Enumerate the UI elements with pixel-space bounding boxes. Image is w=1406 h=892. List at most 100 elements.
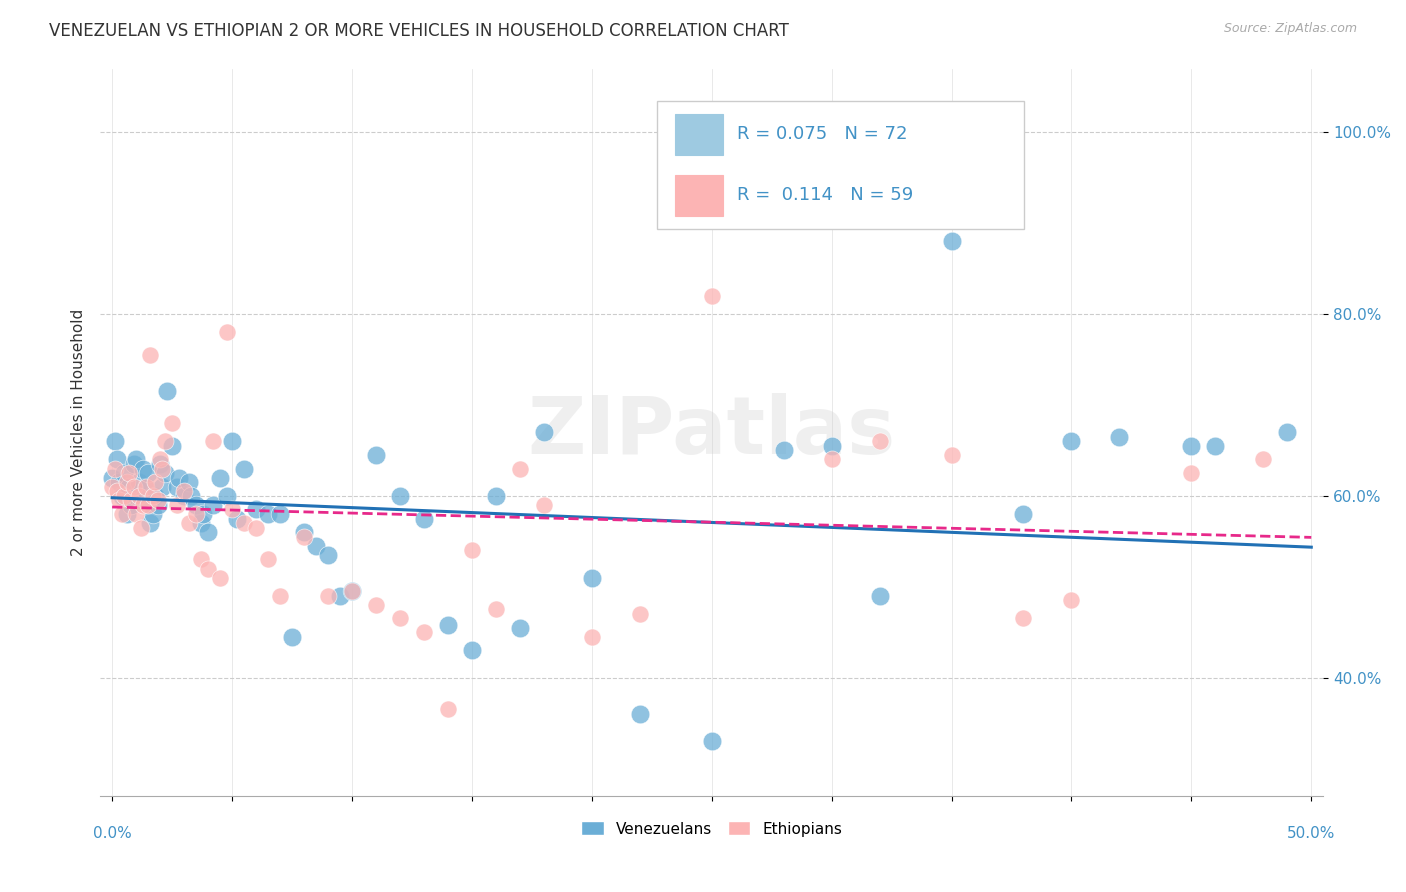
Point [177,516,200,530]
Point [101,480,124,494]
Point [581,571,603,585]
Point [142,507,165,521]
Point [115,475,138,490]
Point [160,416,183,430]
Point [281,630,304,644]
Point [437,618,460,632]
Point [115,507,138,521]
Point [700,734,723,748]
Point [173,484,195,499]
Point [139,516,162,530]
Point [128,475,150,490]
Point [1060,593,1083,607]
Point [146,493,169,508]
Point [108,493,131,508]
Point [1012,611,1035,625]
Point [125,507,148,521]
Point [146,498,169,512]
Point [142,489,165,503]
Point [869,589,891,603]
Point [412,511,434,525]
Point [628,706,651,721]
Point [820,439,842,453]
Point [485,602,508,616]
Point [132,461,155,475]
Point [509,461,531,475]
Point [364,598,387,612]
Point [221,502,243,516]
Point [1204,439,1226,453]
Legend: Venezuelans, Ethiopians: Venezuelans, Ethiopians [575,815,849,843]
Point [305,539,328,553]
Point [169,470,191,484]
Point [190,552,212,566]
Point [217,489,239,503]
Point [108,475,131,490]
Point [118,466,141,480]
Point [197,525,219,540]
Point [1277,425,1299,439]
Point [316,589,339,603]
Point [136,466,159,480]
Point [120,493,142,508]
Point [105,484,128,499]
Point [233,461,256,475]
Point [437,702,460,716]
Point [257,552,280,566]
Point [225,511,247,525]
Point [316,548,339,562]
Point [156,384,179,399]
Point [118,480,141,494]
Point [700,289,723,303]
Point [628,607,651,621]
Point [1253,452,1275,467]
Point [135,480,157,494]
Point [132,498,155,512]
Point [485,489,508,503]
Point [129,520,152,534]
Point [152,461,174,475]
Y-axis label: 2 or more Vehicles in Household: 2 or more Vehicles in Household [72,309,86,556]
Point [153,466,176,480]
Point [125,452,148,467]
Point [197,561,219,575]
Point [1060,434,1083,449]
Point [166,498,188,512]
Point [257,507,280,521]
Point [111,489,134,503]
Point [111,507,134,521]
Point [269,589,291,603]
Point [869,434,891,449]
Point [217,325,239,339]
Point [129,493,152,508]
Point [103,461,125,475]
Point [533,425,555,439]
Point [152,480,174,494]
Point [340,584,363,599]
Point [136,498,159,512]
Point [941,234,963,248]
Text: 0.0%: 0.0% [93,826,132,841]
Point [125,489,148,503]
Point [509,621,531,635]
Point [292,525,315,540]
Point [201,498,224,512]
Point [292,530,315,544]
Point [135,480,157,494]
Point [190,516,212,530]
Point [184,507,207,521]
Point [120,498,142,512]
Point [122,457,145,471]
Point [340,584,363,599]
Text: ZIPatlas: ZIPatlas [527,393,896,471]
Text: Source: ZipAtlas.com: Source: ZipAtlas.com [1223,22,1357,36]
Point [388,611,411,625]
Point [180,489,202,503]
Point [101,470,124,484]
Point [221,434,243,449]
Point [941,448,963,462]
Point [177,475,200,490]
Point [533,498,555,512]
Point [245,502,267,516]
Point [105,452,128,467]
